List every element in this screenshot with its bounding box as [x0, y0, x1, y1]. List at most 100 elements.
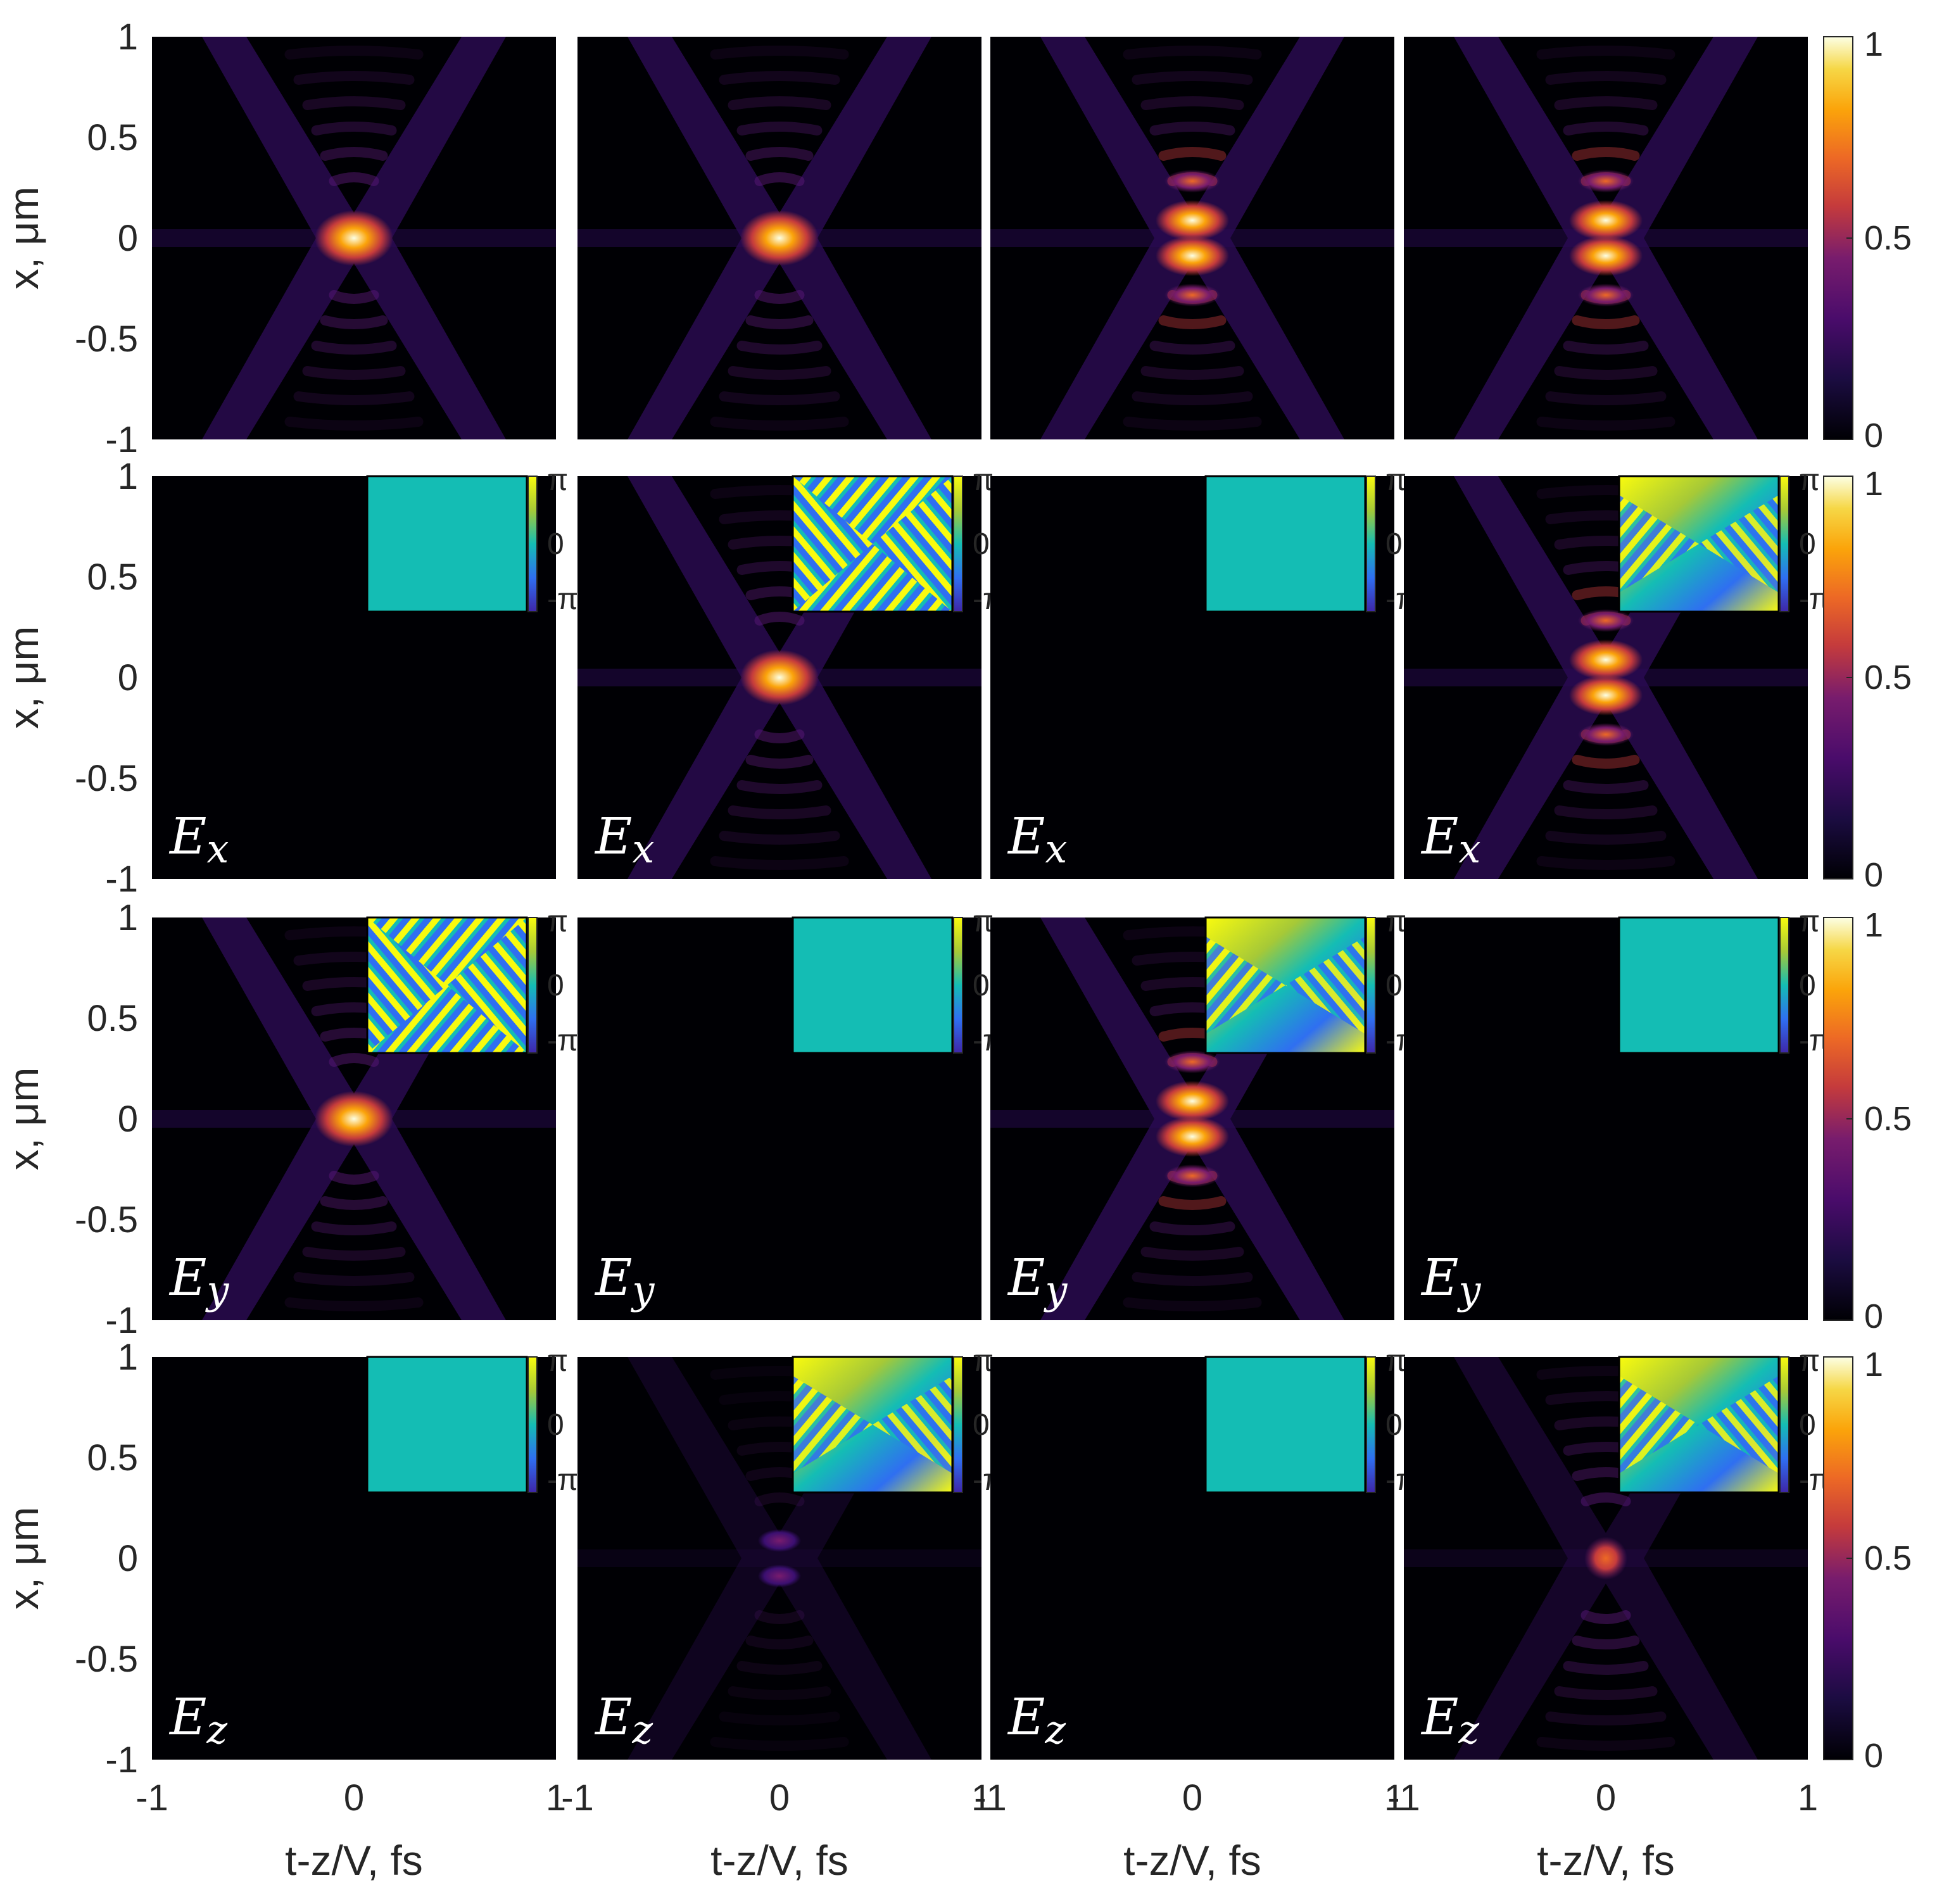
phase-colorbar-tick-label: π: [1799, 905, 1820, 938]
side-lobe: [1578, 723, 1634, 746]
phase-map-wedge: [1619, 1376, 1699, 1473]
component-label: Ey: [168, 1248, 229, 1313]
fringe-arc: [1554, 805, 1658, 819]
fringe-arc: [736, 341, 823, 355]
phase-colorbar-tick-label: 0: [1799, 527, 1816, 561]
upper-lobe: [758, 1529, 801, 1552]
phase-inset-r2-c2: π0-π: [792, 463, 1004, 616]
fringe-arc: [1123, 1297, 1262, 1311]
x-axis-label: t-z/V, fs: [1537, 1837, 1675, 1884]
central-lobe: [315, 1091, 393, 1147]
side-lobe: [1578, 170, 1634, 192]
fringe-arc: [1149, 1221, 1235, 1235]
y-tick-label: 0: [118, 1099, 138, 1140]
phase-colorbar-frame: [527, 1356, 538, 1493]
phase-inset-r3-c4: π0-π: [1618, 905, 1830, 1057]
phase-colorbar-frame: [1366, 1356, 1376, 1493]
y-axis-label: x, μm: [0, 187, 47, 290]
upper-lobe: [1156, 200, 1229, 241]
y-axis-label: x, μm: [0, 1068, 47, 1171]
fringe-arc: [293, 1272, 415, 1286]
colorbar-row-4: 10.50: [1823, 1346, 1912, 1775]
panel-r1-c4: [1404, 37, 1808, 439]
phase-inset-r4-c1: π 0 -π: [366, 1344, 578, 1497]
phase-colorbar-tick-label: π: [973, 463, 994, 497]
component-label: Ez: [594, 1687, 653, 1753]
phase-map-wedge: [873, 476, 952, 612]
phase-colorbar: [528, 1357, 537, 1492]
y-tick-label: 1: [118, 16, 138, 58]
colorbar-tick-label: 1: [1864, 465, 1883, 503]
component-subscript: z: [1458, 1706, 1479, 1753]
component-subscript: y: [205, 1267, 229, 1313]
component-subscript: x: [1458, 826, 1480, 872]
phase-inset-r3-c3: π0-π: [1204, 905, 1416, 1057]
fringe-arc: [320, 315, 388, 329]
fringe-arc: [754, 729, 805, 743]
fringe-arc: [728, 366, 831, 380]
phase-colorbar: [1366, 476, 1375, 612]
phase-colorbar-tick-label: 0: [547, 1408, 564, 1442]
fringe-arc: [1536, 417, 1675, 431]
fringe-arc: [1140, 366, 1244, 380]
component-label: Ex: [594, 807, 654, 872]
colorbar-tick-label: 0: [1864, 1737, 1883, 1775]
phase-map-frame: [366, 1356, 528, 1494]
fringe-arc: [1158, 147, 1227, 161]
phase-colorbar-tick-label: π: [1385, 463, 1406, 497]
lower-lobe: [1156, 236, 1229, 276]
fringe-arc: [302, 1247, 406, 1261]
phase-map-frame: [1618, 475, 1780, 613]
colorbar-tick-label: 1: [1864, 1346, 1883, 1384]
phase-map-flat: [367, 476, 527, 612]
fringe-arc: [293, 391, 415, 405]
fringe-arc: [754, 172, 805, 186]
phase-colorbar: [1780, 1357, 1789, 1492]
component-symbol: E: [168, 1687, 206, 1746]
component-symbol: E: [594, 1687, 632, 1746]
upper-lobe: [1156, 1081, 1229, 1121]
phase-colorbar-frame: [953, 917, 963, 1054]
upper-lobe: [1569, 640, 1643, 680]
fringe-arc: [1572, 147, 1640, 161]
y-tick-label: 1: [118, 1337, 138, 1378]
side-lobe: [1164, 1164, 1220, 1187]
horizontal-band: [577, 1549, 981, 1567]
y-tick-label: 0: [118, 657, 138, 698]
colorbar-tick-label: 0: [1864, 417, 1883, 455]
component-symbol: E: [1007, 807, 1045, 866]
fringe-arc: [320, 1196, 388, 1210]
fringe-arc: [320, 147, 388, 161]
side-lobe: [1164, 1050, 1220, 1073]
phase-map-frame: [792, 475, 954, 613]
colorbar-tick-label: 1: [1864, 906, 1883, 944]
x-axis-label: t-z/V, fs: [1123, 1837, 1261, 1884]
fringe-arc: [284, 1297, 424, 1311]
y-tick-label: -1: [105, 859, 138, 900]
component-subscript: y: [630, 1267, 655, 1313]
lower-lobe: [1569, 236, 1643, 276]
panel-r2-c3: π0-πEx: [990, 463, 1416, 879]
side-lobe: [1578, 284, 1634, 306]
phase-colorbar: [1780, 476, 1789, 612]
fringe-arc: [1554, 96, 1658, 110]
panel-r3-c1: π 0 -π Ey 1 0.5 0 -0.5 -1 x, μm: [0, 897, 578, 1341]
fringe-arc: [745, 147, 814, 161]
colorbar-tick-label: 0.5: [1864, 1539, 1912, 1577]
phase-colorbar-frame: [1366, 917, 1376, 1054]
fringe-arc: [1563, 122, 1649, 136]
fringe-arc: [329, 1171, 379, 1185]
panel-r3-c2: π0-πEy: [577, 905, 1004, 1320]
fringe-arc: [1536, 46, 1675, 60]
component-label: Ey: [1420, 1248, 1481, 1313]
phase-colorbar-tick-label: π: [1385, 1344, 1406, 1378]
phase-colorbar-frame: [1779, 476, 1789, 612]
phase-colorbar-tick-label: -π: [547, 1024, 578, 1057]
phase-colorbar-tick-label: 0: [1385, 1408, 1403, 1442]
y-tick-label: 1: [118, 897, 138, 938]
fringe-arc: [302, 366, 406, 380]
fringe-arc: [1545, 71, 1667, 85]
fringe-arc: [1563, 780, 1649, 794]
fringe-arc: [311, 341, 397, 355]
component-label: Ex: [168, 807, 229, 872]
